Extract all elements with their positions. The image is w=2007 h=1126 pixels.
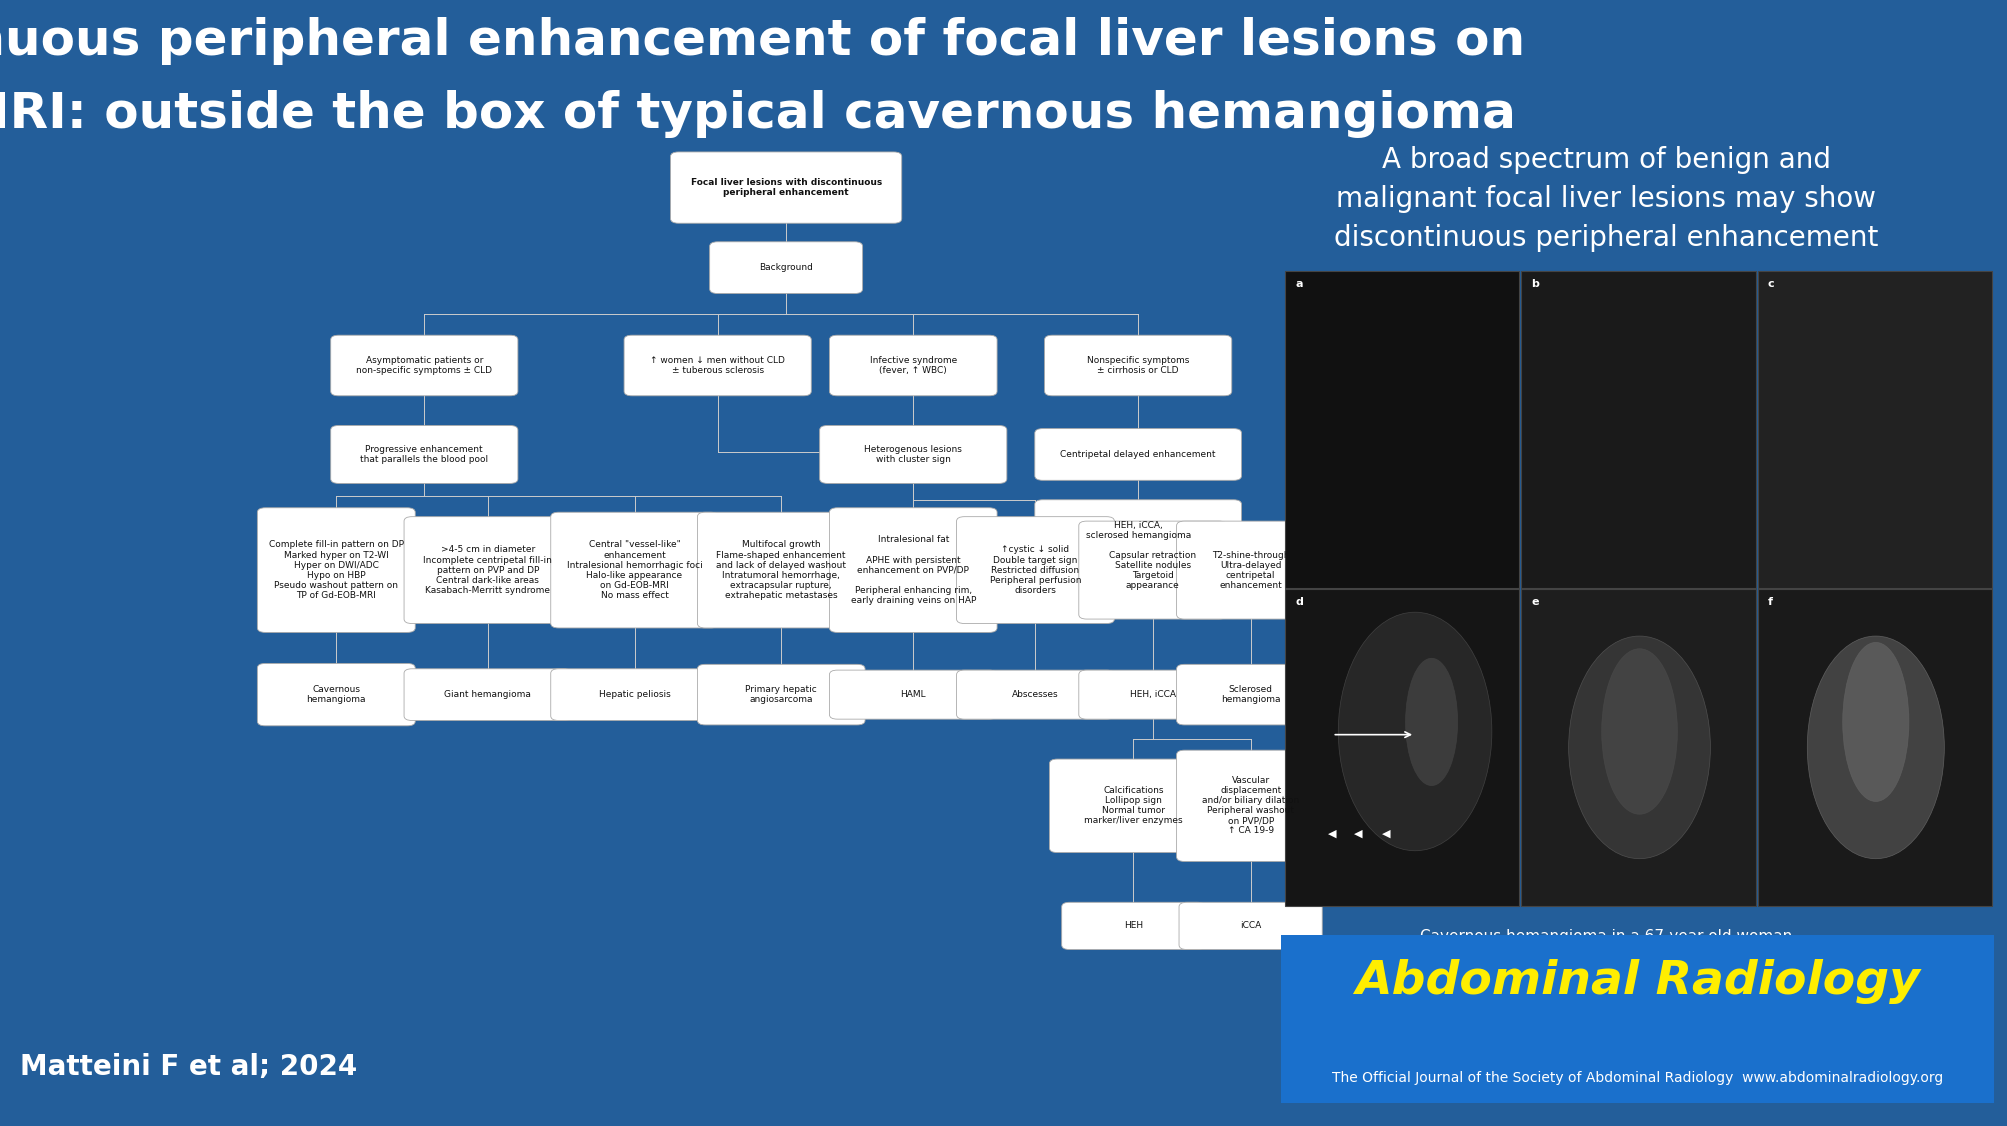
FancyBboxPatch shape [331,336,518,396]
FancyBboxPatch shape [1280,935,1993,1103]
Bar [1521,590,1754,906]
Bar [1756,271,1991,588]
Text: T2-shine-through
Ultra-delayed
centripetal
enhancement: T2-shine-through Ultra-delayed centripet… [1212,551,1288,590]
Bar [1284,271,1519,588]
Text: Central "vessel-like"
enhancement
Intralesional hemorrhagic foci
Halo-like appea: Central "vessel-like" enhancement Intral… [566,540,702,600]
Text: ↑cystic ↓ solid
Double target sign
Restricted diffusion
Peripheral perfusion
dis: ↑cystic ↓ solid Double target sign Restr… [989,545,1080,595]
Text: d: d [1295,597,1303,607]
Text: Complete fill-in pattern on DP
Marked hyper on T2-WI
Hyper on DWI/ADC
Hypo on HB: Complete fill-in pattern on DP Marked hy… [269,540,403,600]
Text: f: f [1766,597,1772,607]
FancyBboxPatch shape [403,517,572,624]
FancyBboxPatch shape [1176,521,1325,619]
Ellipse shape [1806,636,1943,859]
FancyBboxPatch shape [829,670,997,720]
Text: Calcifications
Lollipop sign
Normal tumor
marker/liver enzymes: Calcifications Lollipop sign Normal tumo… [1084,786,1182,825]
Bar [1284,590,1519,906]
FancyBboxPatch shape [550,512,719,628]
Ellipse shape [1337,613,1491,851]
Text: HEH: HEH [1124,921,1142,930]
Text: Infective syndrome
(fever, ↑ WBC): Infective syndrome (fever, ↑ WBC) [869,356,957,375]
FancyBboxPatch shape [1062,902,1204,949]
Text: c: c [1766,279,1774,289]
Text: Cavernous
hemangioma: Cavernous hemangioma [307,685,365,704]
FancyBboxPatch shape [819,426,1006,483]
Text: ◀: ◀ [1381,829,1391,838]
Text: Discontinuous peripheral enhancement of focal liver lesions on: Discontinuous peripheral enhancement of … [0,17,1525,65]
FancyBboxPatch shape [1050,759,1216,852]
Text: HAML: HAML [899,690,925,699]
FancyBboxPatch shape [1044,336,1230,396]
Text: HEH, iCCA,
sclerosed hemangioma: HEH, iCCA, sclerosed hemangioma [1086,520,1190,539]
Text: Asymptomatic patients or
non-specific symptoms ± CLD: Asymptomatic patients or non-specific sy… [355,356,492,375]
Text: e: e [1531,597,1537,607]
Text: A broad spectrum of benign and
malignant focal liver lesions may show
discontinu: A broad spectrum of benign and malignant… [1333,146,1879,252]
FancyBboxPatch shape [1176,664,1325,725]
FancyBboxPatch shape [1078,670,1226,720]
Text: CT and MRI: outside the box of typical cavernous hemangioma: CT and MRI: outside the box of typical c… [0,90,1515,138]
Text: iCCA: iCCA [1240,921,1260,930]
Ellipse shape [1567,636,1710,859]
FancyBboxPatch shape [550,669,719,721]
FancyBboxPatch shape [955,670,1114,720]
FancyBboxPatch shape [696,512,865,628]
Text: Multifocal growth
Flame-shaped enhancement
and lack of delayed washout
Intratumo: Multifocal growth Flame-shaped enhanceme… [716,540,845,600]
Text: Abdominal Radiology: Abdominal Radiology [1355,959,1919,1004]
FancyBboxPatch shape [1176,750,1325,861]
Text: b: b [1531,279,1539,289]
Text: Background: Background [759,263,813,272]
Text: Abscesses: Abscesses [1012,690,1058,699]
Text: Nonspecific symptoms
± cirrhosis or CLD: Nonspecific symptoms ± cirrhosis or CLD [1086,356,1188,375]
Text: a: a [1295,279,1303,289]
Text: ◀: ◀ [1327,829,1337,838]
Bar [1521,271,1754,588]
FancyBboxPatch shape [708,242,863,294]
FancyBboxPatch shape [331,426,518,483]
Text: Primary hepatic
angiosarcoma: Primary hepatic angiosarcoma [745,685,817,704]
FancyBboxPatch shape [1078,521,1226,619]
FancyBboxPatch shape [1178,902,1321,949]
Ellipse shape [1602,649,1676,814]
FancyBboxPatch shape [257,663,415,726]
FancyBboxPatch shape [1034,500,1240,561]
Text: HEH, iCCA: HEH, iCCA [1130,690,1176,699]
FancyBboxPatch shape [696,664,865,725]
Ellipse shape [1405,659,1457,786]
Text: Cavernous hemangioma in a 67-year-old woman: Cavernous hemangioma in a 67-year-old wo… [1419,929,1792,944]
Text: ◀: ◀ [1353,829,1363,838]
FancyBboxPatch shape [1034,429,1240,481]
Text: Focal liver lesions with discontinuous
peripheral enhancement: Focal liver lesions with discontinuous p… [690,178,881,197]
FancyBboxPatch shape [257,508,415,633]
Text: The Official Journal of the Society of Abdominal Radiology  www.abdominalradiolo: The Official Journal of the Society of A… [1331,1071,1943,1085]
Text: >4-5 cm in diameter
Incomplete centripetal fill-in
pattern on PVP and DP
Central: >4-5 cm in diameter Incomplete centripet… [423,545,552,595]
Text: Hepatic peliosis: Hepatic peliosis [598,690,670,699]
FancyBboxPatch shape [403,669,572,721]
Text: Intralesional fat

APHE with persistent
enhancement on PVP/DP

Peripheral enhanc: Intralesional fat APHE with persistent e… [851,536,975,605]
FancyBboxPatch shape [624,336,811,396]
Bar [1756,590,1991,906]
FancyBboxPatch shape [955,517,1114,624]
Text: Giant hemangioma: Giant hemangioma [444,690,532,699]
FancyBboxPatch shape [670,152,901,223]
Text: Matteini F et al; 2024: Matteini F et al; 2024 [20,1053,357,1081]
Text: Heterogenous lesions
with cluster sign: Heterogenous lesions with cluster sign [863,445,961,464]
Text: Progressive enhancement
that parallels the blood pool: Progressive enhancement that parallels t… [359,445,488,464]
Text: Vascular
displacement
and/or biliary dilation
Peripheral washout
on PVP/DP
↑ CA : Vascular displacement and/or biliary dil… [1202,776,1299,835]
Text: Centripetal delayed enhancement: Centripetal delayed enhancement [1060,450,1216,459]
Text: ↑ women ↓ men without CLD
± tuberous sclerosis: ↑ women ↓ men without CLD ± tuberous scl… [650,356,785,375]
FancyBboxPatch shape [829,508,997,633]
FancyBboxPatch shape [829,336,997,396]
Text: Capsular retraction
Satellite nodules
Targetoid
appearance: Capsular retraction Satellite nodules Ta… [1108,551,1196,590]
Text: Sclerosed
hemangioma: Sclerosed hemangioma [1220,685,1280,704]
Ellipse shape [1842,643,1909,802]
